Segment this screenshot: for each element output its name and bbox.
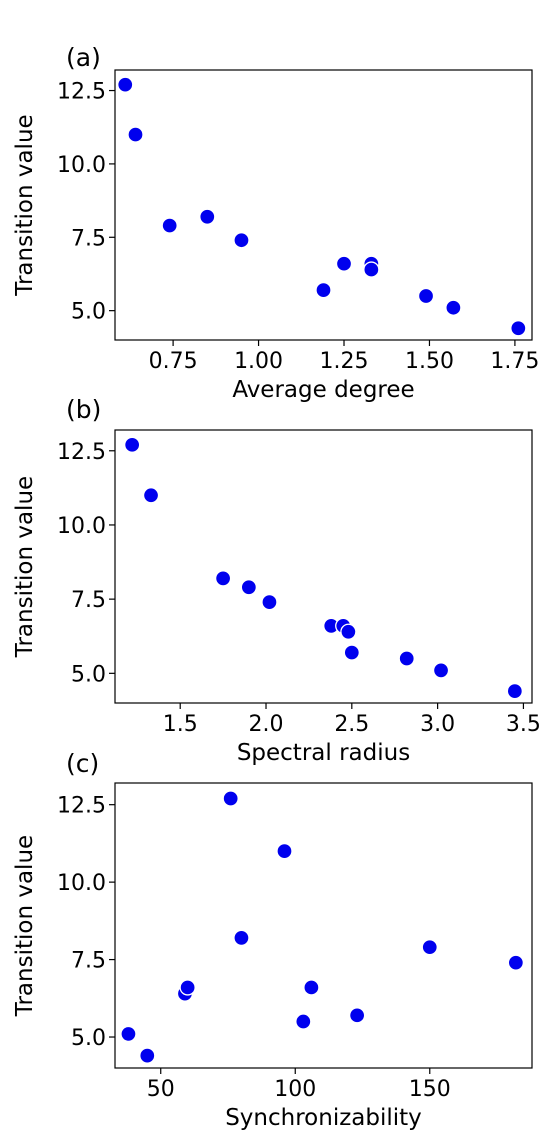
y-tick-label: 7.5 (71, 226, 106, 251)
data-point (363, 261, 380, 278)
data-point (398, 650, 415, 667)
data-point (348, 1007, 366, 1024)
panel-1: 0.75 1.00 1.25 1.50 1.75 5.0 7.5 10.0 12.5 Averag… (12, 43, 539, 403)
y-tick-label: 7.5 (71, 949, 106, 974)
data-point (233, 929, 250, 947)
x-tick-label: 50 (147, 1077, 175, 1102)
y-tick-label: 12.5 (57, 440, 106, 465)
data-point (343, 644, 360, 661)
data-point (233, 232, 250, 249)
x-tick-label: 1.50 (405, 349, 454, 374)
plot-frame (114, 429, 533, 704)
y-tick-label: 5.0 (71, 662, 106, 687)
data-point (417, 287, 435, 305)
data-point (117, 76, 134, 93)
data-point (120, 1025, 137, 1043)
data-point (222, 790, 239, 807)
data-point (315, 281, 332, 299)
x-tick-label: 0.75 (149, 349, 198, 374)
x-tick-label: 100 (274, 1077, 316, 1102)
data-point (432, 662, 450, 679)
y-tick-label: 10.0 (57, 514, 106, 539)
plot-frame (114, 782, 533, 1069)
data-point (335, 255, 353, 272)
data-point (214, 570, 232, 587)
y-axis-label: Transition value (12, 476, 38, 658)
plot-frame (114, 69, 533, 341)
data-point (303, 979, 320, 996)
data-point (506, 682, 523, 700)
data-point (276, 843, 293, 860)
data-point (124, 436, 141, 453)
y-tick-label: 10.0 (57, 871, 106, 896)
x-tick-label: 1.25 (320, 349, 369, 374)
x-axis-label: Synchronizability (225, 1105, 422, 1130)
x-tick-label: 3.0 (420, 712, 455, 737)
data-point (179, 979, 196, 996)
panel-label: (c) (66, 749, 99, 778)
x-tick-label: 1.00 (234, 349, 283, 374)
data-point (295, 1013, 312, 1030)
x-axis-label: Spectral radius (237, 740, 410, 766)
y-tick-label: 10.0 (57, 153, 106, 178)
data-point (199, 208, 216, 225)
data-point (507, 954, 525, 971)
data-point (510, 320, 527, 337)
x-tick-label: 3.5 (506, 712, 541, 737)
data-point (340, 623, 357, 640)
y-axis-label: Transition value (12, 114, 38, 296)
y-tick-label: 12.5 (57, 80, 106, 105)
x-tick-label: 1.5 (163, 712, 198, 737)
data-point (240, 579, 258, 596)
data-point (139, 1047, 156, 1064)
data-point (161, 217, 178, 234)
y-tick-label: 7.5 (71, 588, 106, 613)
x-tick-label: 2.0 (249, 712, 284, 737)
x-tick-label: 150 (409, 1077, 451, 1102)
panel-2: 1.5 2.0 2.5 3.0 3.5 5.0 7.5 10.0 12.5 Spectral ra… (12, 395, 541, 766)
y-tick-label: 5.0 (71, 300, 106, 325)
x-tick-label: 2.5 (334, 712, 369, 737)
panel-3: 50 100 150 5.0 7.5 10.0 12.5 Synchronizability T… (12, 749, 533, 1130)
y-tick-label: 5.0 (71, 1026, 106, 1051)
y-axis-label: Transition value (12, 835, 38, 1017)
data-point (127, 126, 144, 143)
y-tick-label: 12.5 (57, 794, 106, 819)
data-point (142, 487, 160, 504)
data-point (261, 593, 278, 611)
x-axis-label: Average degree (232, 377, 414, 403)
data-point (421, 939, 438, 956)
data-point (445, 299, 462, 316)
x-tick-label: 1.75 (490, 349, 539, 374)
panel-label: (b) (66, 395, 101, 424)
panel-label: (a) (66, 43, 101, 72)
